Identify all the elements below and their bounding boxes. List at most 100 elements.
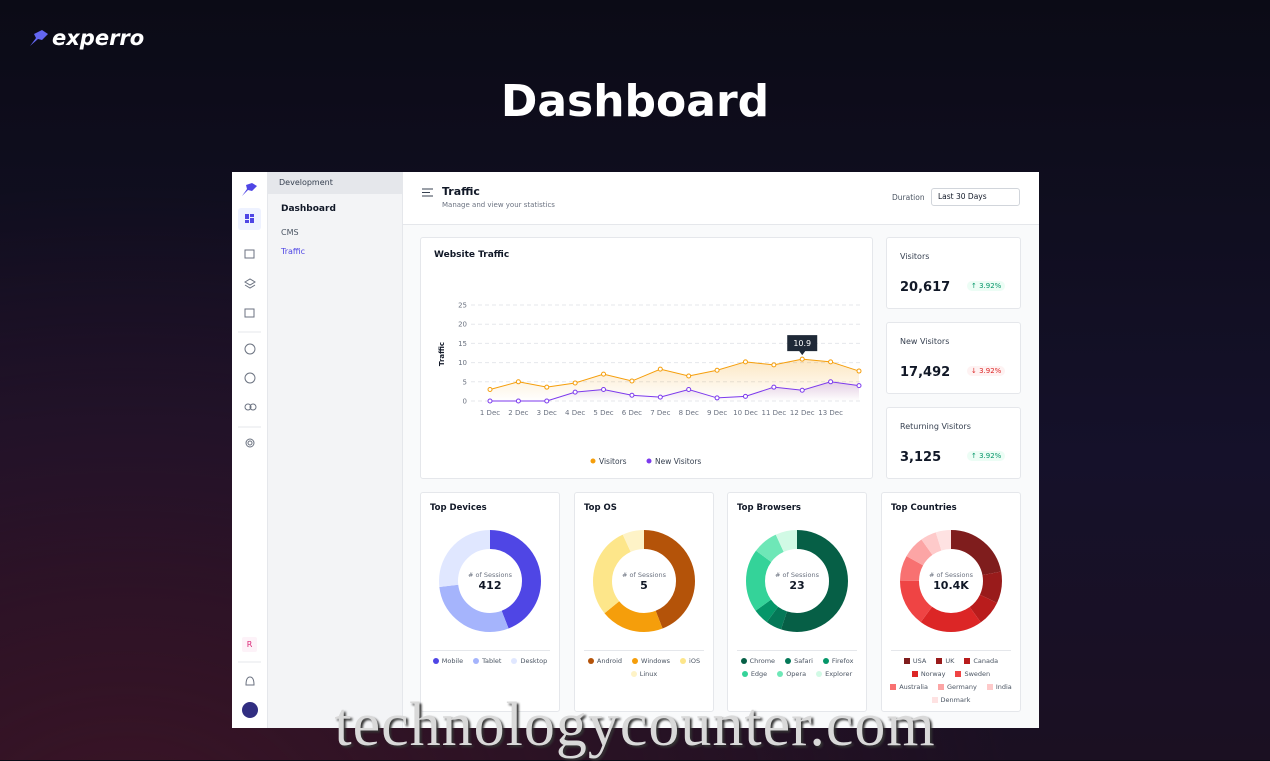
donut-legend: USA UK Canada Norway Sweden Australia Germany I… <box>888 657 1014 704</box>
duration-select[interactable]: Last 30 Days <box>931 188 1020 206</box>
data-point <box>544 398 550 404</box>
page-title: Dashboard <box>500 76 770 127</box>
donut-card: Top Browsers # of Sessions 23 Chrome Safari F… <box>727 492 867 712</box>
legend-label: iOS <box>689 657 701 665</box>
legend-item: India <box>986 683 1012 691</box>
data-point <box>828 379 834 385</box>
legend-marker <box>936 658 943 664</box>
legend-marker <box>964 658 971 664</box>
legend-item: USA <box>903 657 927 665</box>
stat-value: 20,617 <box>900 280 951 295</box>
app-window: R Development Dashboard CMS Traffic Traf… <box>232 172 1039 728</box>
tooltip-label: 10.9 <box>793 339 811 348</box>
x-tick-label: 8 Dec <box>679 409 699 417</box>
data-point <box>629 392 635 398</box>
data-point <box>572 389 578 395</box>
nav-item[interactable]: Traffic <box>281 247 306 256</box>
donut-segment <box>746 530 848 632</box>
donut-title: Top OS <box>584 503 617 513</box>
stat-change: ↑ 3.92% <box>967 451 1006 461</box>
x-tick-label: 11 Dec <box>762 409 787 417</box>
line-chart: Website Traffic Traffic 0 5 10 15 20 25 1 Dec 2… <box>434 250 862 466</box>
donut-center-value: 23 <box>789 579 804 592</box>
divider <box>584 650 704 651</box>
donut-legend: Mobile Tablet Desktop <box>427 657 553 665</box>
data-point <box>856 368 862 374</box>
data-point <box>657 394 663 400</box>
data-point <box>657 366 663 372</box>
donut-center-label: # of Sessions <box>468 571 513 579</box>
divider <box>891 650 1011 651</box>
stat-card: Visitors 20,617 ↑ 3.92% <box>886 237 1021 309</box>
donut-title: Top Browsers <box>737 503 801 513</box>
donut-center-label: # of Sessions <box>622 571 667 579</box>
legend-label: Safari <box>794 657 813 665</box>
stat-card: Returning Visitors 3,125 ↑ 3.92% <box>886 407 1021 479</box>
data-point <box>601 386 607 392</box>
legend-item: Sweden <box>955 670 990 678</box>
donut-center-value: 5 <box>640 579 648 592</box>
y-tick-label: 10 <box>458 359 467 367</box>
nav-item[interactable]: CMS <box>281 228 299 237</box>
y-tick-label: 25 <box>458 302 467 310</box>
legend-marker <box>632 658 639 664</box>
donut-segment <box>900 530 1002 632</box>
legend-item: Desktop <box>511 657 547 665</box>
donut-card: Top OS # of Sessions 5 Android Windows iOS Lin… <box>574 492 714 712</box>
legend-marker <box>777 671 784 677</box>
legend-marker <box>680 658 687 664</box>
legend-marker <box>931 697 938 703</box>
avatar-initial[interactable]: R <box>246 640 253 649</box>
donut-segment <box>900 530 1002 632</box>
x-tick-label: 9 Dec <box>707 409 727 417</box>
legend-marker <box>741 671 748 677</box>
legend-label: Edge <box>750 670 768 678</box>
data-point <box>515 379 521 385</box>
legend-label: USA <box>912 657 927 665</box>
brand-icon <box>30 30 48 46</box>
x-tick-label: 10 Dec <box>733 409 758 417</box>
legend-item: Linux <box>630 670 657 678</box>
data-point <box>487 386 493 392</box>
legend-marker <box>816 671 823 677</box>
legend-marker <box>646 458 652 464</box>
legend-marker <box>890 684 897 690</box>
x-tick-label: 5 Dec <box>593 409 613 417</box>
menu-icon[interactable] <box>422 188 434 197</box>
legend-item: Mobile <box>432 657 463 665</box>
x-tick-label: 1 Dec <box>480 409 500 417</box>
data-point <box>799 387 805 393</box>
stat-value: 3,125 <box>900 450 942 465</box>
nav-item[interactable]: Dashboard <box>281 204 336 214</box>
workspace-select[interactable]: Development <box>268 172 402 194</box>
x-tick-label: 3 Dec <box>537 409 557 417</box>
donut-card: Top Devices # of Sessions 412 Mobile Tablet D… <box>420 492 560 712</box>
legend-label: UK <box>945 657 955 665</box>
legend-item: Denmark <box>931 696 971 704</box>
data-point <box>686 386 692 392</box>
donut-segment <box>900 530 1002 632</box>
donut-segment <box>439 530 541 632</box>
x-tick-label: 7 Dec <box>650 409 670 417</box>
legend-label: Australia <box>899 683 928 691</box>
legend-marker <box>590 458 596 464</box>
legend-marker <box>955 671 962 677</box>
x-tick-label: 4 Dec <box>565 409 585 417</box>
donut-segment <box>746 530 848 632</box>
tooltip-box <box>787 335 818 356</box>
stat-label: Returning Visitors <box>900 422 971 431</box>
x-tick-label: 13 Dec <box>818 409 843 417</box>
data-point <box>856 383 862 389</box>
donut-center-value: 10.4K <box>933 579 969 592</box>
stat-value: 17,492 <box>900 365 951 380</box>
legend-item: Germany <box>937 683 977 691</box>
duration-label: Duration <box>892 193 925 202</box>
legend-marker <box>986 684 993 690</box>
stat-card: New Visitors 17,492 ↓ 3.92% <box>886 322 1021 394</box>
legend-label: Canada <box>973 657 999 665</box>
legend-label: Denmark <box>940 696 971 704</box>
stat-change: ↑ 3.92% <box>967 281 1006 291</box>
